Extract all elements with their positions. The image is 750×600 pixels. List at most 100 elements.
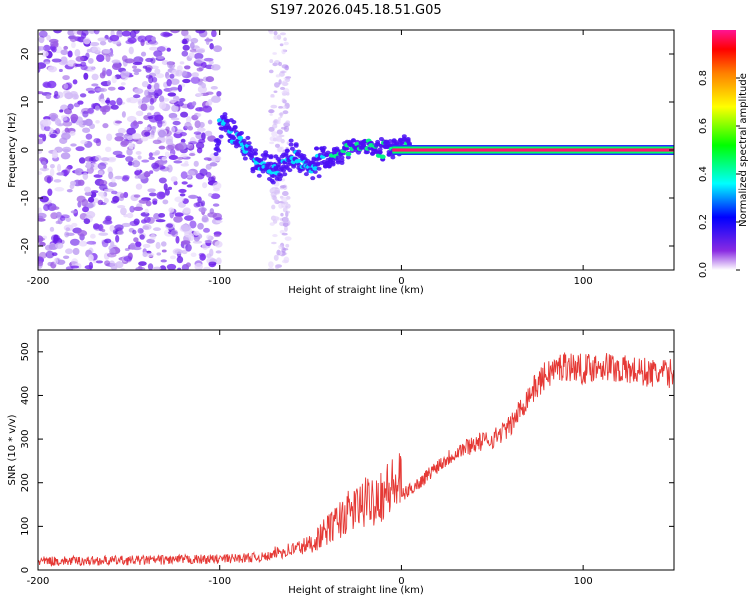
noise-blob <box>278 202 284 209</box>
y-tick-label: 20 <box>20 48 31 61</box>
noise-blob <box>38 212 47 219</box>
noise-blob <box>179 97 186 102</box>
noise-blob <box>93 138 101 144</box>
noise-blob <box>133 94 141 99</box>
noise-blob <box>173 101 184 107</box>
noise-blob <box>83 72 89 80</box>
signal-blob <box>293 143 299 148</box>
noise-blob <box>47 65 57 73</box>
noise-blob <box>116 97 123 106</box>
noise-blob <box>198 121 205 128</box>
noise-blob <box>69 183 75 190</box>
noise-blob <box>202 182 208 189</box>
noise-blob <box>53 258 59 265</box>
noise-blob <box>39 157 47 162</box>
noise-blob <box>286 210 290 214</box>
noise-blob <box>169 86 179 92</box>
noise-blob <box>67 50 73 58</box>
noise-blob <box>269 59 274 64</box>
noise-blob <box>181 249 188 255</box>
y-tick-label: 300 <box>20 430 31 449</box>
noise-blob <box>180 171 188 180</box>
noise-blob <box>279 86 286 91</box>
noise-blob <box>151 152 160 156</box>
noise-blob <box>91 46 101 53</box>
noise-blob <box>114 224 124 231</box>
noise-blob <box>148 105 155 111</box>
noise-blob <box>268 126 275 132</box>
noise-blob <box>166 223 174 228</box>
noise-blob <box>146 238 155 244</box>
noise-blob <box>44 61 50 65</box>
noise-blob <box>212 182 222 190</box>
noise-blob <box>272 233 278 238</box>
noise-blob <box>38 63 41 69</box>
signal-blob <box>321 145 327 150</box>
noise-blob <box>144 89 150 97</box>
noise-blob <box>216 90 222 97</box>
noise-blob <box>62 121 73 127</box>
noise-blob <box>85 211 96 219</box>
noise-blob <box>141 159 150 163</box>
signal-blob <box>246 141 252 146</box>
noise-blob <box>139 234 145 240</box>
noise-blob <box>154 68 161 75</box>
noise-blob <box>269 188 275 194</box>
noise-blob <box>269 141 275 145</box>
noise-blob <box>51 206 60 211</box>
noise-blob <box>44 244 53 251</box>
signal-blob <box>325 150 331 155</box>
noise-blob <box>152 227 162 232</box>
noise-blob <box>41 118 52 127</box>
noise-blob <box>268 109 275 114</box>
noise-blob <box>83 218 91 225</box>
noise-blob <box>282 222 289 227</box>
noise-blob <box>150 234 156 240</box>
noise-blob <box>160 31 169 37</box>
noise-blob <box>135 151 142 155</box>
signal-blob <box>339 160 345 165</box>
noise-blob <box>204 239 212 244</box>
noise-blob <box>189 145 195 151</box>
noise-blob <box>162 199 169 205</box>
noise-blob <box>197 196 202 204</box>
noise-blob <box>45 250 55 259</box>
noise-blob <box>49 163 55 169</box>
noise-blob <box>213 45 223 53</box>
colorbar-tick-label: 0.8 <box>698 70 709 86</box>
signal-blob <box>256 173 262 178</box>
signal-blob <box>270 173 276 178</box>
noise-blob <box>169 255 177 260</box>
noise-blob <box>274 143 281 148</box>
noise-blob <box>86 202 94 209</box>
noise-blob <box>281 216 289 223</box>
noise-blob <box>60 49 69 56</box>
noise-blob <box>90 233 96 239</box>
noise-blob <box>92 197 99 203</box>
noise-blob <box>105 146 112 152</box>
noise-blob <box>88 90 96 94</box>
signal-blob <box>275 162 281 167</box>
noise-blob <box>279 43 284 47</box>
y-tick-label: 0 <box>20 567 31 573</box>
noise-blob <box>281 70 285 74</box>
noise-blob <box>174 196 185 203</box>
noise-blob <box>145 67 152 73</box>
noise-blob <box>196 49 205 54</box>
noise-blob <box>114 120 123 124</box>
noise-blob <box>140 136 149 142</box>
noise-blob <box>74 168 84 176</box>
noise-blob <box>144 131 151 137</box>
noise-blob <box>103 188 114 193</box>
noise-blob <box>82 110 89 118</box>
noise-blob <box>38 207 42 214</box>
signal-blob <box>278 174 284 179</box>
noise-blob <box>63 224 74 232</box>
noise-blob <box>284 236 292 241</box>
noise-blob <box>195 30 206 34</box>
noise-blob <box>112 150 123 156</box>
noise-blob <box>132 229 137 235</box>
noise-blob <box>212 203 220 207</box>
colorbar-bar <box>712 30 736 270</box>
noise-blob <box>199 168 208 177</box>
